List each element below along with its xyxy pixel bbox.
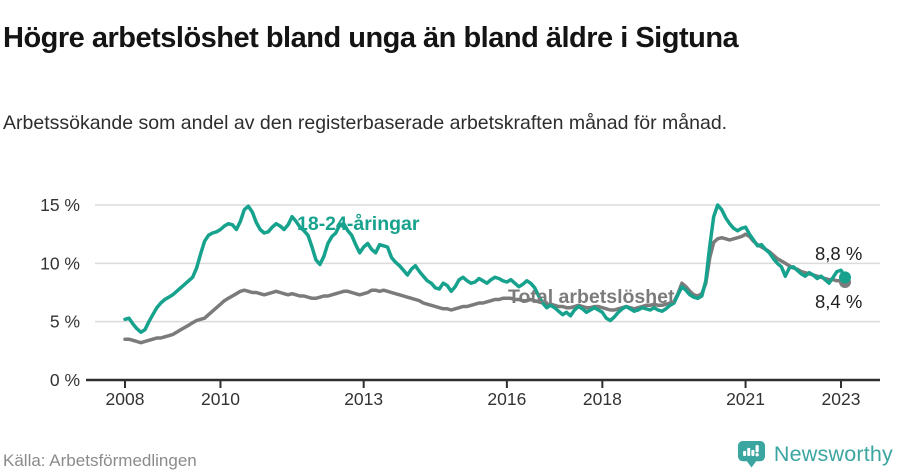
x-axis-tick-label: 2018 — [583, 389, 622, 409]
y-axis-tick-label: 0 % — [50, 370, 80, 390]
end-dot-young — [839, 271, 851, 284]
newsworthy-logo: Newsworthy — [737, 440, 893, 469]
chart-subtitle: Arbetssökande som andel av den registerb… — [3, 111, 728, 134]
y-axis-tick-label: 5 % — [50, 312, 80, 332]
x-axis-tick-label: 2021 — [726, 389, 765, 409]
series-line-total — [123, 232, 847, 345]
series-label-total: Total arbetslöshet — [508, 286, 675, 308]
y-axis-tick-label: 10 % — [40, 253, 80, 273]
newsworthy-wordmark: Newsworthy — [773, 442, 893, 466]
series-line-young — [123, 203, 847, 334]
x-axis-tick-label: 2016 — [487, 389, 526, 409]
newsworthy-bubble-icon — [737, 440, 765, 468]
y-axis-tick-label: 15 % — [40, 195, 80, 215]
page-title: Högre arbetslöshet bland unga än bland ä… — [3, 22, 739, 55]
x-axis-tick-label: 2013 — [344, 389, 383, 409]
end-value-label-total: 8,4 % — [815, 291, 863, 312]
series-label-18-24: 18-24-åringar — [297, 213, 420, 235]
x-axis-tick-label: 2008 — [106, 389, 145, 409]
source-caption: Källa: Arbetsförmedlingen — [3, 451, 197, 470]
x-axis-tick-label: 2010 — [201, 389, 240, 409]
x-axis-tick-label: 2023 — [822, 389, 861, 409]
end-value-label-young: 8,8 % — [815, 243, 863, 264]
